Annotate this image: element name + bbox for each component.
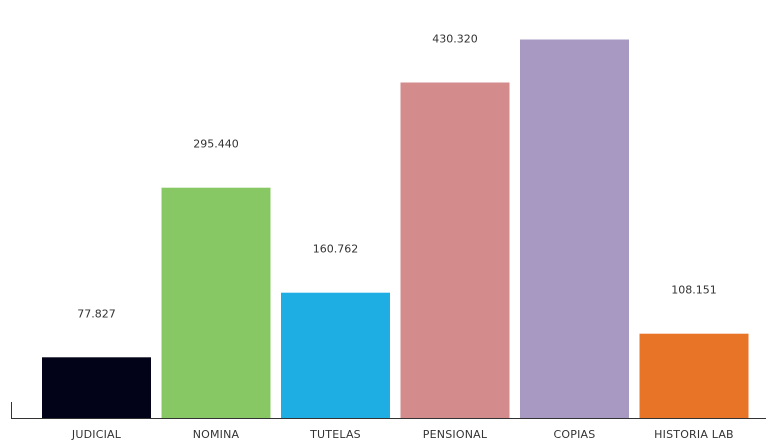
category-label-pensional: PENSIONAL: [423, 428, 488, 441]
category-label-nomina: NOMINA: [193, 428, 240, 441]
bar-copias: [520, 39, 629, 418]
bar-tutelas: [281, 292, 390, 418]
category-labels-layer: JUDICIAL NOMINA TUTELAS PENSIONAL COPIAS HIST…: [71, 428, 734, 441]
value-label-nomina: 295.440: [193, 138, 239, 151]
bar-pensional: [400, 82, 510, 418]
bar-nomina: [161, 187, 271, 418]
category-label-historia-lab: HISTORIA LAB: [654, 428, 734, 441]
value-label-copias: 485.480: [552, 0, 598, 3]
value-labels-layer: 77.827 295.440 160.762 430.320 485.480 108.15…: [77, 0, 717, 320]
category-label-judicial: JUDICIAL: [71, 428, 122, 441]
value-label-historia-lab: 108.151: [671, 284, 717, 297]
category-label-tutelas: TUTELAS: [309, 428, 361, 441]
value-label-tutelas: 160.762: [313, 243, 359, 256]
bar-judicial: [42, 357, 151, 418]
axis-layer: [11, 402, 766, 419]
bars-layer: [42, 39, 749, 418]
bar-historia-lab: [639, 333, 749, 418]
value-label-pensional: 430.320: [432, 33, 478, 46]
value-label-judicial: 77.827: [77, 307, 116, 320]
category-label-copias: COPIAS: [554, 428, 596, 441]
